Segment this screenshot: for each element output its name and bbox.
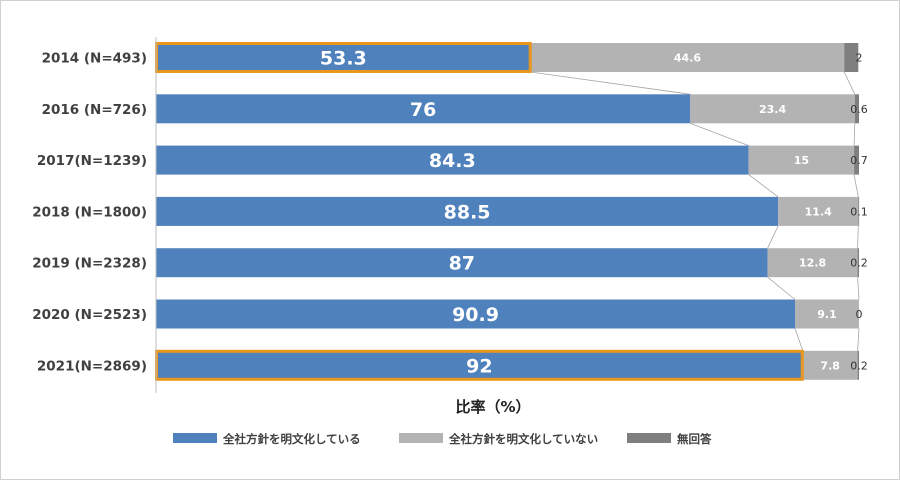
legend-swatch — [173, 433, 217, 443]
series-line-segment — [794, 328, 804, 351]
data-label: 15 — [794, 154, 809, 167]
series-line-segment — [530, 71, 691, 95]
category-label: 2018 (N=1800) — [32, 204, 147, 220]
category-label: 2020 (N=2523) — [32, 307, 147, 323]
series-line-segment — [857, 225, 859, 249]
legend-label: 全社方針を明文化していない — [448, 432, 598, 446]
bar-segment-s0 — [156, 248, 768, 278]
data-label: 2 — [856, 52, 863, 65]
bar-segment-s0 — [156, 350, 803, 380]
bar-segment-s1 — [748, 145, 855, 175]
category-label: 2017(N=1239) — [37, 153, 147, 169]
bar-segment-s1 — [802, 350, 858, 380]
data-label: 0.2 — [850, 257, 868, 270]
data-label: 84.3 — [429, 150, 476, 172]
category-labels: 2014 (N=493) 2016 (N=726) 2017(N=1239) 2018… — [32, 51, 147, 375]
data-label: 0.2 — [850, 359, 868, 372]
bar-segment-s1 — [795, 299, 859, 329]
series-line-segment — [843, 71, 856, 95]
data-label: 53.3 — [320, 48, 367, 70]
bar-segment-s0 — [156, 94, 691, 124]
series-line-segment — [690, 122, 749, 146]
series-line-segment — [748, 174, 779, 198]
x-axis-label: 比率（%） — [455, 398, 530, 416]
legend: 全社方針を明文化している 全社方針を明文化していない 無回答 — [173, 432, 712, 446]
data-label: 12.8 — [799, 257, 826, 270]
category-label: 2016 (N=726) — [42, 102, 147, 118]
data-label: 0.6 — [850, 103, 868, 116]
series-lines — [530, 71, 860, 351]
series-line-segment — [857, 277, 860, 300]
data-label: 90.9 — [452, 304, 499, 326]
bar-segment-s2 — [844, 43, 859, 72]
data-label: 0.1 — [850, 205, 868, 218]
data-label: 92 — [466, 355, 492, 377]
bar-segment-s1 — [690, 94, 855, 124]
bar-segment-s2 — [854, 145, 859, 175]
category-label: 2021(N=2869) — [37, 358, 147, 374]
bar-segment-s0 — [156, 196, 779, 226]
series-line-segment — [853, 123, 856, 146]
category-label: 2019 (N=2328) — [32, 256, 147, 272]
data-label: 87 — [449, 253, 475, 275]
bars — [156, 43, 860, 380]
category-label: 2014 (N=493) — [42, 51, 147, 67]
bar-segment-s1 — [767, 248, 858, 278]
data-label: 0 — [856, 308, 863, 321]
data-label: 9.1 — [817, 308, 837, 321]
bar-segment-s2 — [854, 94, 859, 124]
bar-segment-s2 — [857, 350, 859, 380]
series-line-segment — [767, 225, 779, 249]
legend-label: 全社方針を明文化している — [222, 432, 361, 446]
legend-swatch — [627, 433, 671, 443]
bar-segment-s0 — [156, 299, 796, 329]
series-line-segment — [853, 174, 859, 197]
data-label: 76 — [410, 99, 436, 121]
legend-swatch — [399, 433, 443, 443]
bar-segment-s0 — [156, 43, 531, 72]
series-line-segment — [767, 276, 796, 300]
bar-segment-s1 — [530, 43, 845, 72]
legend-label: 無回答 — [677, 432, 712, 446]
data-label: 44.6 — [674, 52, 701, 65]
data-label: 11.4 — [805, 205, 832, 218]
bar-segment-s2 — [857, 248, 859, 278]
bar-segment-s1 — [778, 196, 859, 226]
series-line-segment — [857, 328, 860, 351]
bar-segment-s0 — [156, 145, 749, 175]
data-label: 0.7 — [850, 154, 868, 167]
data-label: 88.5 — [444, 201, 491, 223]
data-label: 23.4 — [759, 103, 786, 116]
bar-segment-s2 — [858, 196, 860, 226]
data-label: 7.8 — [820, 359, 840, 372]
